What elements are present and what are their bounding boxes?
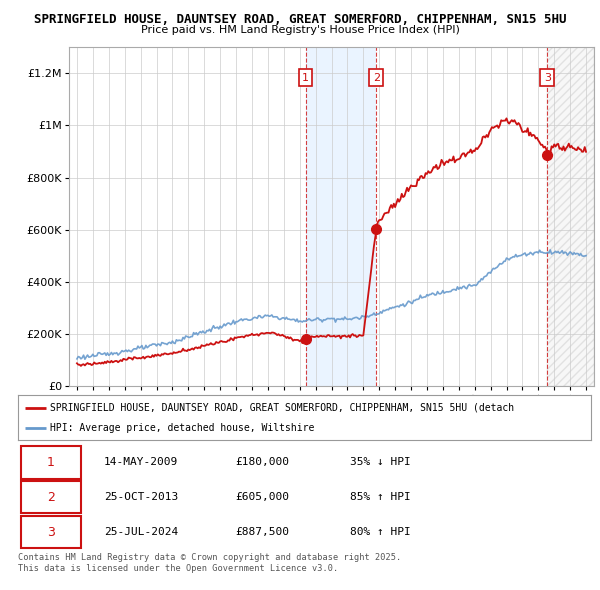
Bar: [305, 47, 376, 386]
FancyBboxPatch shape: [21, 481, 81, 513]
Text: 35% ↓ HPI: 35% ↓ HPI: [350, 457, 411, 467]
Bar: [547, 47, 594, 386]
Text: 1: 1: [302, 73, 309, 83]
Text: Contains HM Land Registry data © Crown copyright and database right 2025.
This d: Contains HM Land Registry data © Crown c…: [18, 553, 401, 573]
Text: SPRINGFIELD HOUSE, DAUNTSEY ROAD, GREAT SOMERFORD, CHIPPENHAM, SN15 5HU: SPRINGFIELD HOUSE, DAUNTSEY ROAD, GREAT …: [34, 13, 566, 26]
Text: 3: 3: [544, 73, 551, 83]
Text: 80% ↑ HPI: 80% ↑ HPI: [350, 527, 411, 537]
FancyBboxPatch shape: [21, 446, 81, 478]
Text: £887,500: £887,500: [236, 527, 290, 537]
Text: Price paid vs. HM Land Registry's House Price Index (HPI): Price paid vs. HM Land Registry's House …: [140, 25, 460, 35]
Text: 14-MAY-2009: 14-MAY-2009: [104, 457, 178, 467]
Text: 2: 2: [373, 73, 380, 83]
Text: 3: 3: [47, 526, 55, 539]
Text: 25-OCT-2013: 25-OCT-2013: [104, 492, 178, 502]
Text: SPRINGFIELD HOUSE, DAUNTSEY ROAD, GREAT SOMERFORD, CHIPPENHAM, SN15 5HU (detach: SPRINGFIELD HOUSE, DAUNTSEY ROAD, GREAT …: [50, 403, 514, 412]
Text: £605,000: £605,000: [236, 492, 290, 502]
Text: 2: 2: [47, 490, 55, 504]
Text: £180,000: £180,000: [236, 457, 290, 467]
Text: 85% ↑ HPI: 85% ↑ HPI: [350, 492, 411, 502]
Text: 1: 1: [47, 455, 55, 468]
Text: 25-JUL-2024: 25-JUL-2024: [104, 527, 178, 537]
FancyBboxPatch shape: [21, 516, 81, 548]
Text: HPI: Average price, detached house, Wiltshire: HPI: Average price, detached house, Wilt…: [50, 424, 314, 434]
